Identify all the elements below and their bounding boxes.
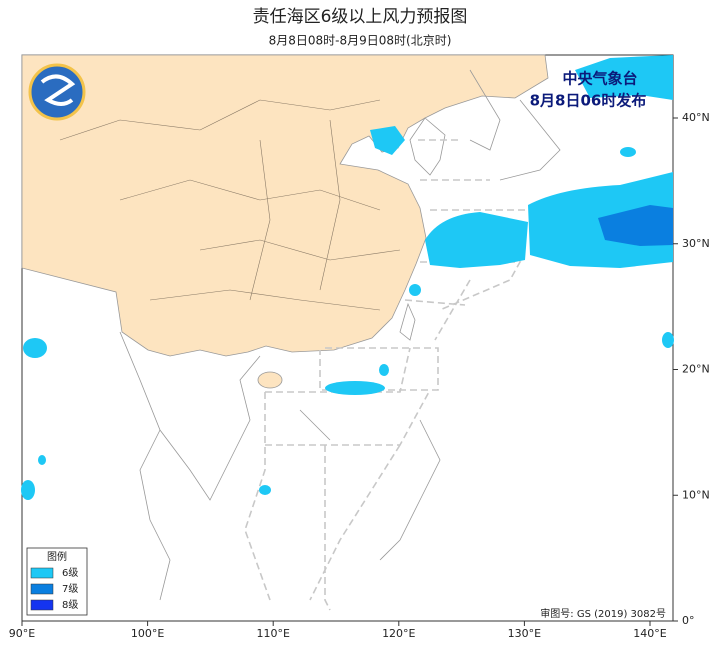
issuer-name: 中央气象台 [562, 70, 637, 88]
wind-area [620, 147, 636, 157]
axes: 90°E 100°E 110°E 120°E 130°E 140°E 0° 10°N 20°N 3… [9, 111, 710, 640]
x-tick-label: 120°E [382, 627, 415, 640]
wind-area [21, 480, 35, 500]
wind-area [662, 332, 674, 348]
subtitle: 8月8日08时-8月9日08时(北京时) [269, 34, 452, 48]
x-tick-label: 110°E [256, 627, 289, 640]
wind-area [23, 338, 47, 358]
sea-zones [244, 139, 530, 611]
x-tick-label: 130°E [508, 627, 541, 640]
china-land [21, 54, 549, 357]
province-lines [59, 99, 401, 311]
wind-area [575, 55, 673, 100]
wind-area [259, 485, 271, 495]
legend-label: 8级 [62, 599, 78, 611]
legend-label: 7级 [62, 583, 78, 595]
coastlines [119, 69, 561, 601]
wind-area [425, 212, 528, 268]
y-tick-label: 30°N [682, 237, 710, 250]
logo-mark [40, 74, 76, 106]
wind-area [325, 381, 385, 395]
y-tick-label: 40°N [682, 111, 710, 124]
map: 中央气象台 8月8日06时发布 审图号: GS (2019) 3082号 图例 … [21, 54, 674, 622]
y-tick-label: 0° [682, 614, 695, 627]
y-tick-label: 10°N [682, 488, 710, 501]
hainan [257, 371, 283, 389]
x-tick-label: 140°E [633, 627, 666, 640]
legend-swatch [30, 599, 54, 611]
wind-area [379, 364, 389, 376]
legend: 图例 6级 7级 8级 [26, 547, 88, 616]
title: 责任海区6级以上风力预报图 [253, 7, 468, 27]
x-tick-label: 100°E [131, 627, 164, 640]
legend-label: 6级 [62, 567, 78, 579]
legend-swatch [30, 567, 54, 579]
y-tick-label: 20°N [682, 363, 710, 376]
approval-number: 审图号: GS (2019) 3082号 [540, 607, 666, 620]
wind-area [38, 455, 46, 465]
legend-swatch [30, 583, 54, 595]
wind-area [598, 205, 673, 246]
legend-title: 图例 [47, 550, 67, 563]
issuer-time: 8月8日06时发布 [530, 92, 647, 110]
wind-area [409, 284, 421, 296]
wind-areas [21, 55, 674, 500]
x-tick-label: 90°E [9, 627, 35, 640]
wind-area [370, 126, 405, 155]
